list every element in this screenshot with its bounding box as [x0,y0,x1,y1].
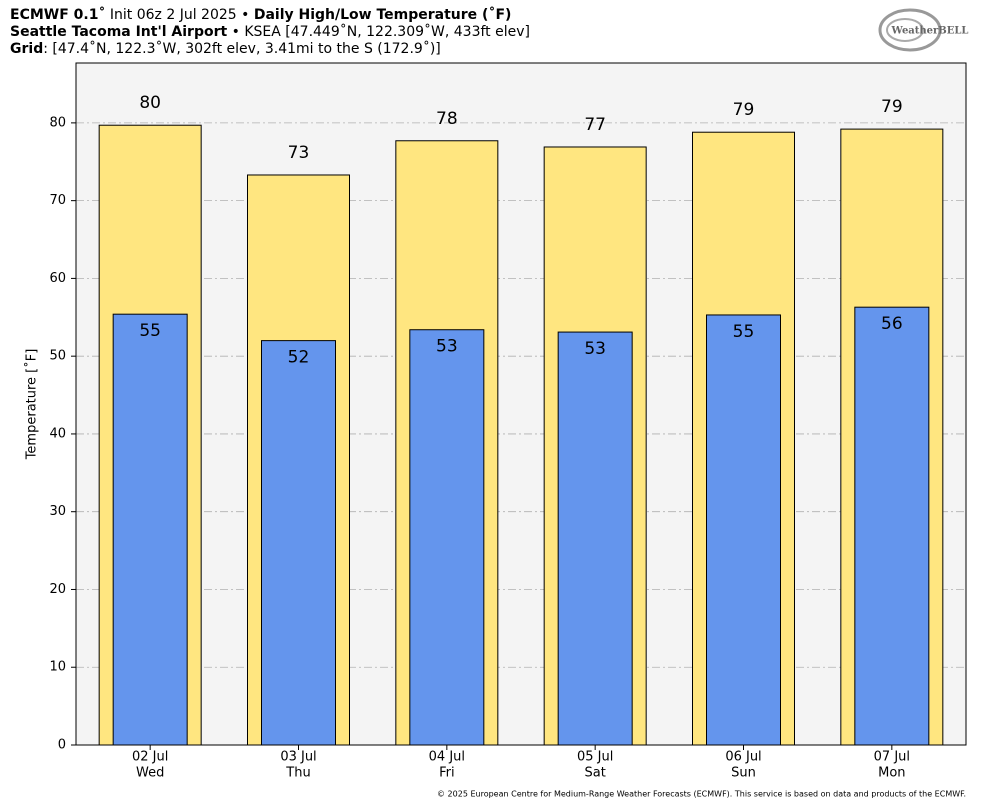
title-segment: Seattle Tacoma Int'l Airport [10,24,228,40]
x-tick-sublabel: Fri [439,766,455,781]
value-label: 80 [139,93,161,113]
title-segment: Grid [10,41,43,57]
title-line: Seattle Tacoma Int'l Airport • KSEA [47.… [10,23,530,40]
y-tick-label: 50 [49,349,66,364]
y-axis-label: Temperature [˚F] [24,349,40,461]
x-tick-sublabel: Mon [878,766,905,781]
plot-area [76,63,966,745]
y-tick-label: 10 [49,660,66,675]
y-tick-label: 0 [58,738,66,753]
bar [854,306,930,746]
x-tick-label: 06 Jul [725,750,761,765]
y-tick-label: 70 [49,193,66,208]
bar [112,313,188,746]
bar [706,314,781,746]
x-tick-sublabel: Wed [136,766,164,781]
title-line: ECMWF 0.1˚ Init 06z 2 Jul 2025 • Daily H… [10,6,511,23]
y-tick-label: 20 [49,582,66,597]
bar [261,340,336,746]
value-label: 79 [881,97,903,117]
x-tick-label: 05 Jul [577,750,613,765]
title-line: Grid: [47.4˚N, 122.3˚W, 302ft elev, 3.41… [10,40,441,57]
x-tick-label: 04 Jul [429,750,465,765]
value-label: 78 [436,109,458,129]
x-tick-sublabel: Sat [585,766,606,781]
title-segment: Init 06z 2 Jul 2025 • [105,7,253,23]
title-block: ECMWF 0.1˚ Init 06z 2 Jul 2025 • Daily H… [10,6,530,57]
value-label: 53 [584,339,606,359]
title-segment: • KSEA [47.449˚N, 122.309˚W, 433ft elev] [227,23,530,40]
x-tick-label: 07 Jul [874,750,910,765]
x-tick-label: 02 Jul [132,750,168,765]
plot-frame [75,62,967,746]
x-tick-label: 03 Jul [280,750,316,765]
x-tick-sublabel: Sun [731,766,756,781]
value-label: 73 [288,143,310,163]
y-tick-label: 60 [49,271,66,286]
value-label: 55 [733,322,755,342]
title-segment: : [47.4˚N, 122.3˚W, 302ft elev, 3.41mi t… [43,40,441,57]
value-label: 53 [436,337,458,357]
bar [557,331,633,746]
x-tick-sublabel: Thu [285,766,310,781]
y-tick-label: 30 [49,504,66,519]
bar [409,329,485,746]
value-label: 77 [584,115,606,135]
value-label: 79 [733,100,755,120]
title-segment: Daily High/Low Temperature (˚F) [254,6,512,23]
y-tick-label: 80 [49,115,66,130]
y-tick-label: 40 [49,426,66,441]
value-label: 56 [881,314,903,334]
value-label: 52 [288,348,310,368]
title-segment: ECMWF 0.1˚ [10,6,105,23]
logo-text: WeatherBELL [891,26,969,37]
logo: WeatherBELL [878,8,969,52]
value-label: 55 [139,321,161,341]
footer: © 2025 European Centre for Medium-Range … [437,790,966,799]
